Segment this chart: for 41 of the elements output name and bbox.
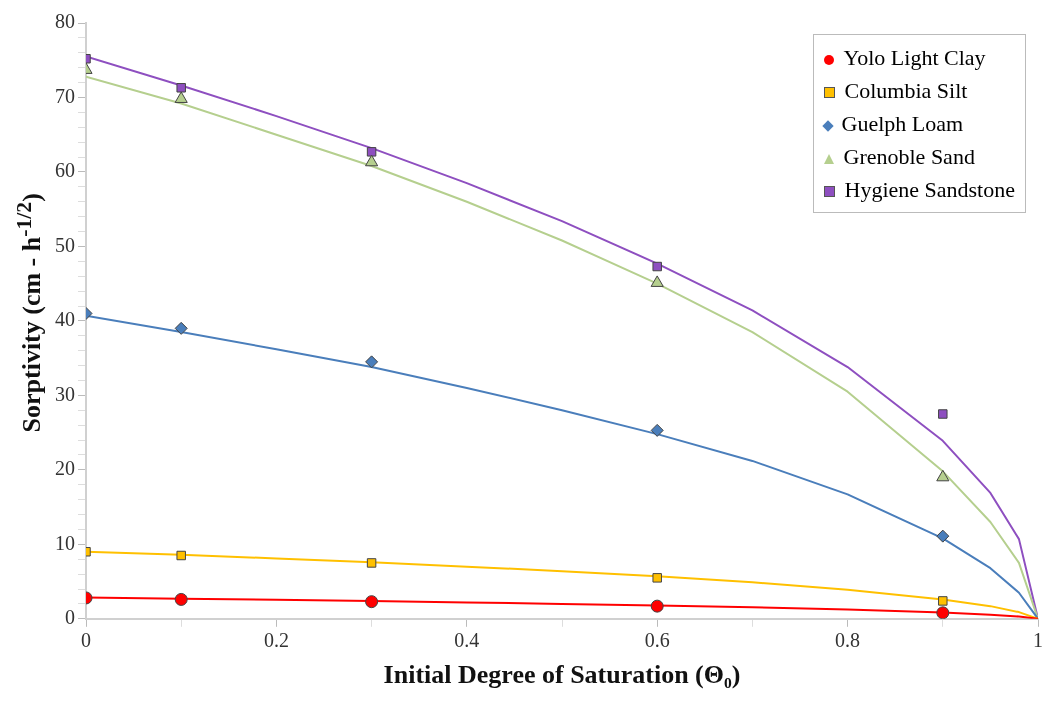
legend-label: Grenoble Sand [842, 143, 976, 171]
x-tick-label: 0.2 [263, 629, 289, 652]
y-tick-label: 20 [55, 457, 75, 480]
x-tick-label: 1 [1033, 629, 1043, 652]
y-tick-label: 40 [55, 308, 75, 331]
point [176, 83, 186, 93]
y-tick-label: 80 [55, 10, 75, 33]
legend-label: Columbia Silt [843, 77, 969, 105]
point [174, 592, 188, 606]
point [938, 409, 948, 419]
point [936, 606, 950, 619]
y-tick-label: 30 [55, 382, 75, 405]
x-tick-label: 0.4 [454, 629, 480, 652]
point [366, 147, 377, 157]
point [650, 599, 664, 613]
point [365, 595, 379, 609]
point [365, 355, 379, 369]
legend-label: Guelph Loam [840, 110, 965, 138]
x-axis-title: Initial Degree of Saturation (Θ₀) [383, 660, 741, 690]
legend-label: Hygiene Sandstone [843, 176, 1015, 204]
legend-label: Yolo Light Clay [842, 44, 987, 72]
point [936, 469, 950, 482]
y-tick-label: 70 [55, 84, 75, 107]
x-tick-label: 0 [81, 629, 91, 652]
point [366, 558, 377, 568]
point [650, 423, 664, 437]
point [174, 91, 188, 103]
point [174, 321, 188, 335]
point [938, 596, 948, 606]
point [936, 529, 950, 543]
point [650, 275, 664, 287]
y-tick-label: 60 [55, 159, 75, 182]
point [365, 154, 379, 167]
point [176, 550, 186, 561]
point [652, 261, 662, 272]
x-tick-label: 0.8 [835, 629, 861, 652]
point [652, 573, 662, 583]
y-tick-label: 10 [55, 531, 75, 554]
y-tick-label: 0 [65, 606, 75, 629]
x-tick-label: 0.6 [644, 629, 670, 652]
y-tick-label: 50 [55, 233, 75, 256]
